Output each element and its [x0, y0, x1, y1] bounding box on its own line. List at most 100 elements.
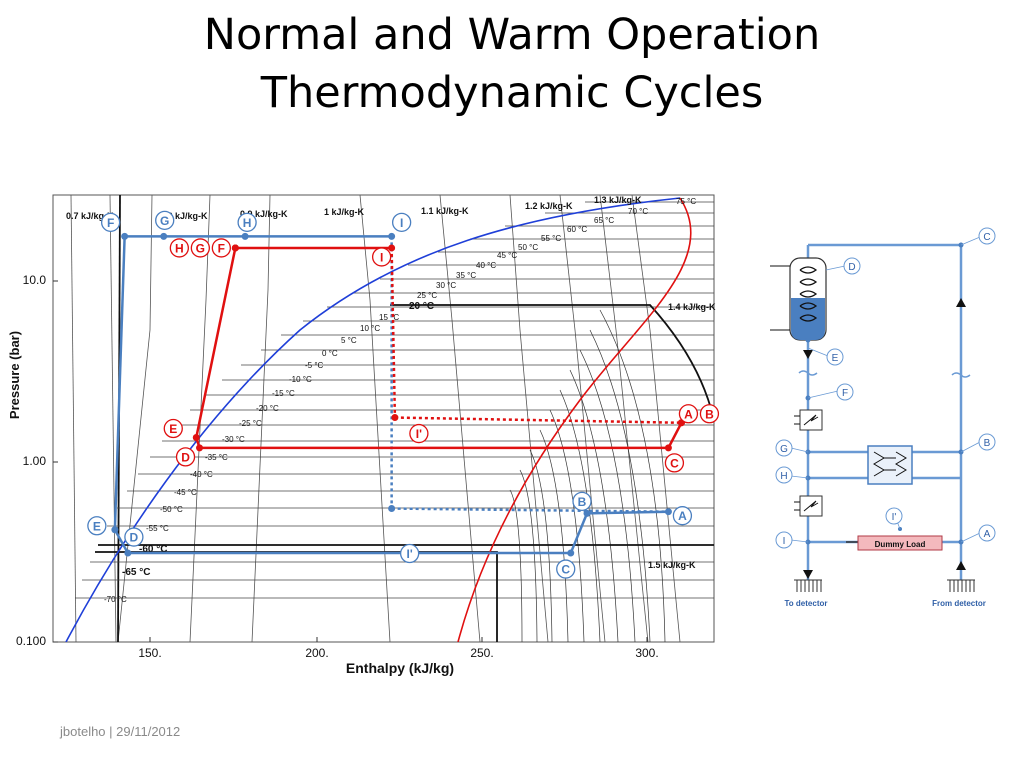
isotherm-label-minus35: -35 °C [205, 453, 228, 462]
warm-cycle-label-b: B [705, 407, 714, 421]
normal-cycle-point-a [664, 508, 672, 516]
warm-cycle-label-badge-c [664, 453, 685, 473]
warm-cycle-point-h [231, 244, 239, 252]
isotherm-label-60: 60 °C [567, 225, 587, 234]
isotherm-label-minus60: -60 °C [139, 544, 167, 555]
normal-cycle-point-b [583, 509, 591, 517]
entropy-label-1.4: 1.4 kJ/kg-K [668, 302, 716, 312]
circuit-label-i: I [783, 536, 786, 547]
normal-cycle-label-iprime: I' [407, 547, 413, 561]
saturation-vapor-curve [457, 197, 692, 642]
flow-arrow-down [803, 350, 813, 359]
normal-cycle-label-f: F [107, 216, 114, 230]
isotherm-label-minus70: -70 °C [104, 595, 127, 604]
isotherm-label-5: 5 °C [341, 336, 357, 345]
circuit-diagram: Dummy Load To detector From detector [770, 227, 996, 608]
from-detector-arrow [956, 561, 966, 570]
entropy-lines [70, 195, 681, 642]
normal-cycle-point-e [111, 526, 119, 534]
circuit-label-g: G [780, 444, 788, 455]
entropy-label-0.7: 0.7 kJ/kg-K [66, 211, 114, 221]
warm-cycle-label-e: E [169, 422, 177, 436]
x-tick-250: 250. [470, 646, 493, 660]
isotherm-label-minus45: -45 °C [174, 488, 197, 497]
heater-2-icon [799, 495, 823, 517]
y-tick-0.1: 0.100 [16, 634, 46, 648]
warm-cycle-label-badge-b [699, 404, 720, 424]
warm-cycle-label-badge-f [211, 238, 231, 258]
entropy-label-1.1: 1.1 kJ/kg-K [421, 206, 469, 216]
circuit-label-f: F [842, 388, 848, 399]
entropy-label-1.0: 1 kJ/kg-K [324, 207, 365, 217]
isotherm-label-30: 30 °C [436, 281, 456, 290]
x-tick-150: 150. [138, 646, 161, 660]
normal-cycle-label-badge-c [556, 559, 576, 579]
warm-cycle-segment-e [195, 247, 237, 438]
warm-cycle-label-badge-e [163, 418, 183, 439]
callout-letters: C D E F G B H I A I' [780, 232, 991, 547]
y-tick-1: 1.00 [23, 454, 47, 468]
title-line-2: Thermodynamic Cycles [260, 68, 764, 118]
normal-cycle-label-badge-i [391, 212, 412, 233]
circuit-pipes [806, 243, 963, 580]
isotherm-label-minus10: -10 °C [289, 375, 312, 384]
callout-circles [775, 227, 996, 549]
normal-cycle-label-badge-b [572, 491, 592, 511]
callout-leaders [790, 236, 981, 543]
isotherm-label-minus20: -20 °C [256, 404, 279, 413]
warm-cycle-point-d [196, 444, 204, 452]
isotherm-label-minus40: -40 °C [190, 470, 213, 479]
warm-cycle-segment-b [667, 422, 683, 449]
dummy-load [857, 535, 943, 551]
normal-cycle-label-d: D [130, 531, 139, 545]
normal-cycle-point-f [121, 232, 129, 240]
normal-cycle-point-g [160, 232, 168, 240]
warm-cycle-label-badge-a [678, 404, 699, 424]
normal-cycle-label-b: B [578, 495, 587, 509]
isotherm-label-25: 25 °C [417, 291, 437, 300]
warm-cycle-label-badge-d [175, 447, 196, 467]
isotherm-label-10: 10 °C [360, 324, 380, 333]
x-axis-label: Enthalpy (kJ/kg) [346, 660, 454, 676]
normal-cycle-segment-a [586, 510, 669, 515]
circuit-label-d: D [848, 262, 855, 273]
normal-cycle-label-h: H [243, 216, 252, 230]
warm-cycle-label-f: F [218, 241, 225, 255]
isotherm-label-minus25: -25 °C [239, 419, 262, 428]
normal-cycle-point-iprime [388, 505, 396, 513]
dummy-load-label: Dummy Load [875, 540, 926, 549]
y-tick-10: 10.0 [23, 273, 47, 287]
heat-exchanger-icon [873, 451, 907, 477]
isotherm-label-minus30: -30 °C [222, 435, 245, 444]
warm-cycle-label-badge-iprime [409, 423, 429, 444]
normal-cycle-segment-d [113, 529, 129, 554]
warm-cycle-point-iprime [391, 414, 399, 422]
normal-cycle-label-e: E [93, 519, 101, 533]
normal-cycle-label-c: C [561, 563, 570, 577]
warm-cycle-label-badge-g [190, 238, 210, 258]
circuit-label-h: H [780, 471, 787, 482]
isotherm-label-40: 40 °C [476, 261, 496, 270]
to-detector-arrow [803, 570, 813, 579]
heater-1-icon [799, 409, 823, 431]
normal-cycle-label-badge-iprime [399, 543, 420, 564]
isotherm-label-minus50: -50 °C [160, 505, 183, 514]
normal-cycle-point-h [241, 232, 249, 240]
normal-cycle-point-i [388, 232, 396, 240]
x-tick-200: 200. [305, 646, 328, 660]
normal-cycle-label-badge-g [155, 210, 175, 231]
normal-cycle-label-badge-e [87, 516, 107, 536]
circuit-node-dots [805, 242, 964, 545]
warm-cycle-label-d: D [181, 450, 190, 464]
warm-cycle-point-c [664, 444, 672, 452]
isotherm-label-minus5: -5 °C [305, 361, 324, 370]
entropy-label-1.2: 1.2 kJ/kg-K [525, 201, 573, 211]
y-axis-label: Pressure (bar) [7, 331, 22, 419]
warm-cycle-point-i [388, 244, 396, 252]
isotherm-label-minus15: -15 °C [272, 389, 295, 398]
normal-cycle-segment-e [113, 236, 126, 530]
slide-title: Normal and Warm Operation Thermodynamic … [0, 6, 1024, 122]
normal-cycle-segment-iprime [391, 507, 669, 513]
